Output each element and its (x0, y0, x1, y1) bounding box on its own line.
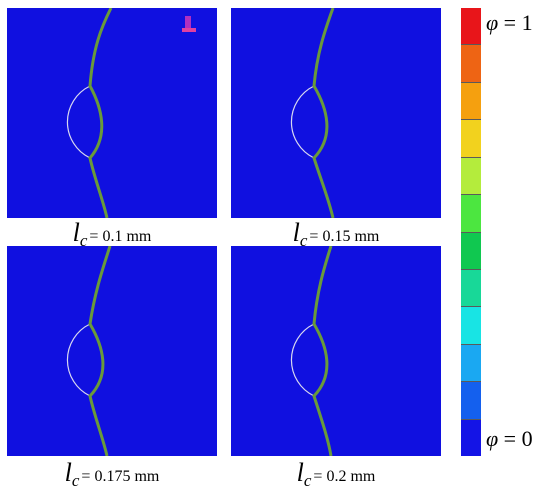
spot (182, 28, 196, 32)
caption-value: = 0.15 mm (309, 228, 380, 245)
caption-subscript: c (303, 471, 312, 490)
caption-symbol: l (292, 218, 300, 247)
colorbar-segment (461, 119, 481, 157)
crack-path (88, 246, 112, 456)
colorbar-max-value: = 1 (503, 10, 533, 35)
colorbar-segment (461, 306, 481, 344)
caption-lc-0-1: lc = 0.1 mm (7, 218, 217, 251)
phase-field-panel-3 (7, 246, 217, 456)
caption-value: = 0.1 mm (89, 228, 152, 245)
colorbar-segment (461, 381, 481, 419)
hole-boundary (290, 323, 315, 397)
colorbar-segment (461, 44, 481, 82)
caption-lc-0-175: lc = 0.175 mm (7, 458, 217, 491)
hole-boundary (66, 323, 91, 397)
hole-boundary (290, 85, 315, 159)
caption-symbol: l (64, 458, 72, 487)
caption-value: = 0.175 mm (81, 468, 160, 485)
colorbar-segment (461, 343, 481, 382)
colorbar-segment (461, 156, 481, 195)
phase-field-colorbar (461, 8, 481, 457)
phase-field-panel-2 (231, 8, 441, 218)
phase-field-panel-4 (231, 246, 441, 456)
colorbar-segment (461, 268, 481, 307)
crack-path (312, 246, 333, 456)
caption-lc-0-2: lc = 0.2 mm (231, 458, 441, 491)
colorbar-min-value: = 0 (503, 426, 533, 451)
colorbar-segment (461, 231, 481, 269)
colorbar-max-label: φ = 1 (486, 10, 533, 36)
crack-path-plot-1 (66, 8, 196, 218)
caption-symbol: l (296, 458, 304, 487)
colorbar-segment (461, 194, 481, 232)
crack-path-plot-2 (290, 8, 335, 218)
caption-subscript: c (71, 471, 80, 490)
colorbar-max-symbol: φ (486, 10, 499, 35)
caption-subscript: c (79, 231, 88, 250)
colorbar-segment (461, 81, 481, 120)
caption-subscript: c (299, 231, 308, 250)
colorbar-min-label: φ = 0 (486, 426, 533, 452)
crack-path-plot-3 (66, 246, 112, 456)
caption-symbol: l (72, 218, 80, 247)
crack-path (88, 8, 113, 218)
phase-field-panel-1 (7, 8, 217, 218)
caption-value: = 0.2 mm (313, 468, 376, 485)
caption-lc-0-15: lc = 0.15 mm (231, 218, 441, 251)
crack-path (312, 8, 335, 218)
crack-path-plot-4 (290, 246, 333, 456)
spot (185, 16, 191, 30)
colorbar-segment (461, 418, 481, 457)
colorbar-min-symbol: φ (486, 426, 499, 451)
hole-boundary (66, 85, 91, 159)
colorbar-segment (461, 8, 481, 45)
